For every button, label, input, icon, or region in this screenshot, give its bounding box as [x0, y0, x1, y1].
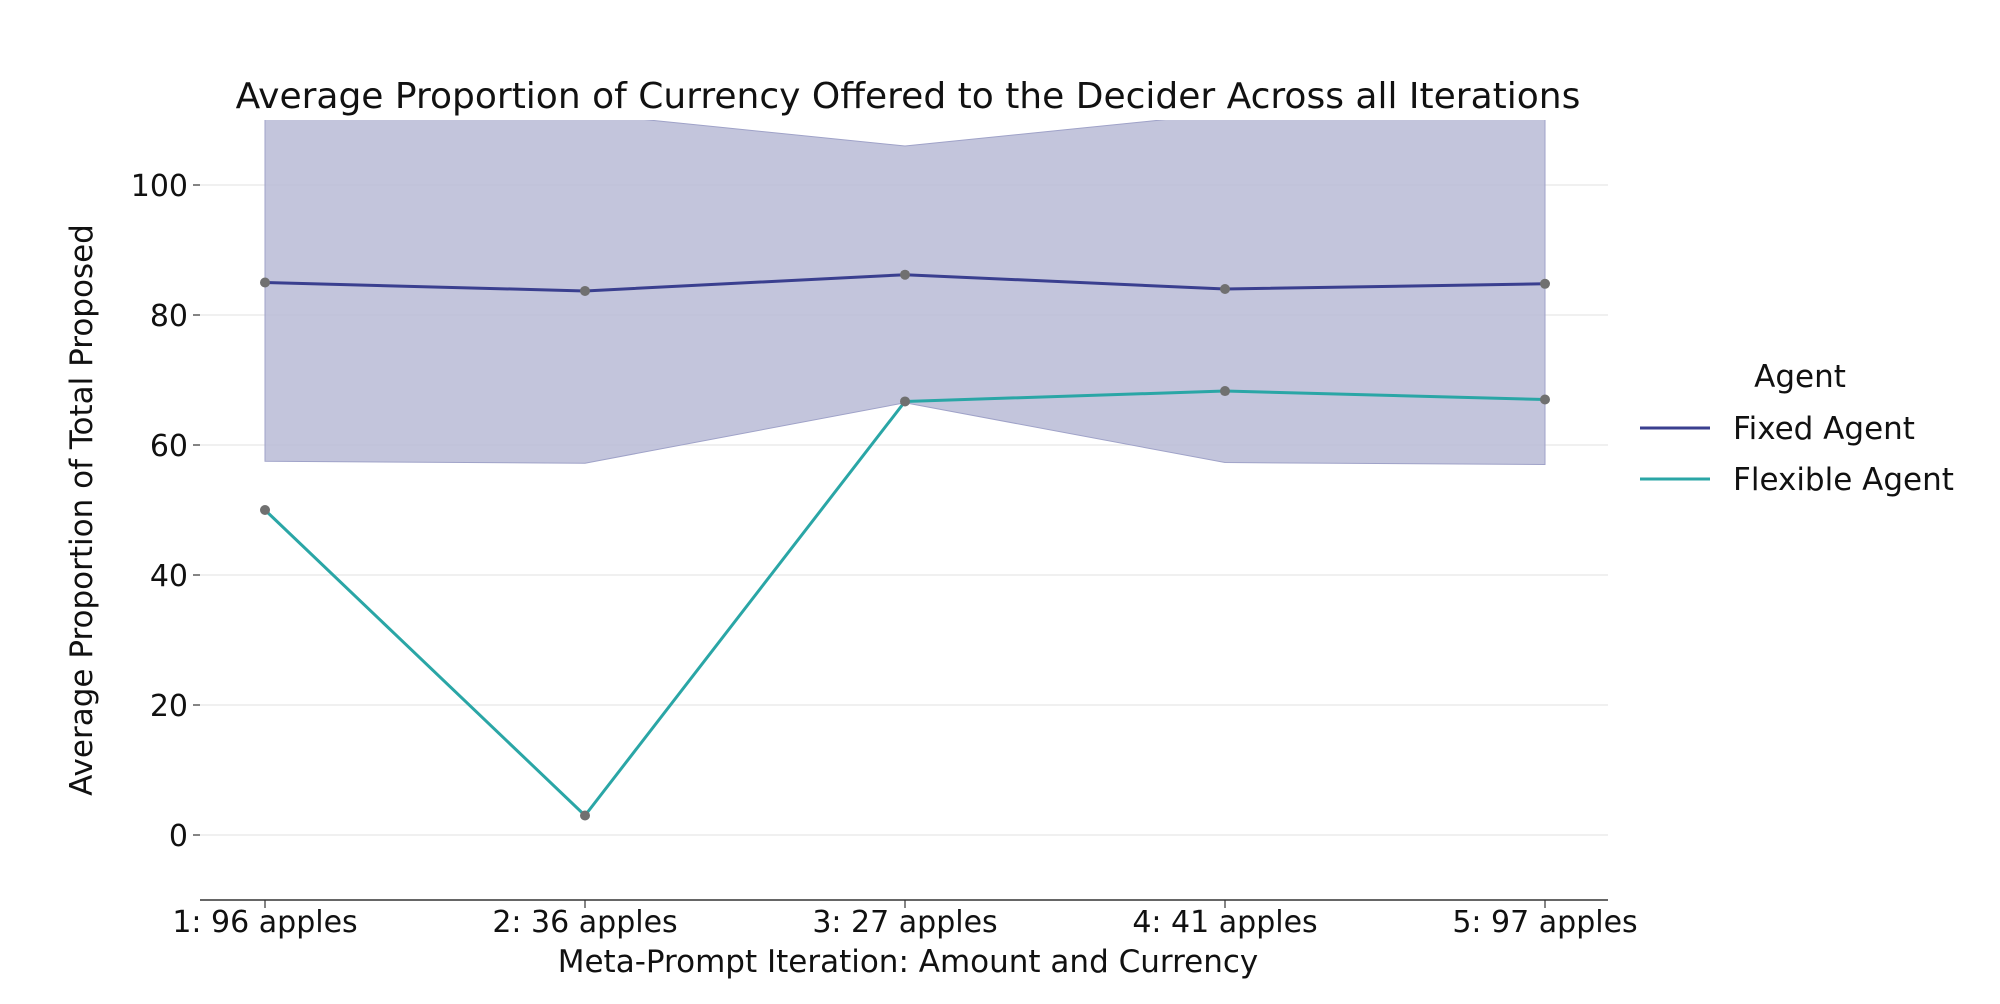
- y-tick-labels: 0 20 40 60 80 100: [131, 169, 200, 854]
- x-tick-label-4: 4: 41 apples: [1132, 905, 1317, 940]
- data-point-flexible-agent-5: [1540, 394, 1550, 405]
- y-tick-label-0: 0: [169, 819, 188, 854]
- data-point-flexible-agent-4: [1220, 386, 1230, 397]
- x-tick-labels: 1: 96 apples 2: 36 apples 3: 27 apples 4: 4…: [172, 900, 1638, 940]
- legend-label-fixed-agent: Fixed Agent: [1733, 411, 1915, 447]
- data-point-fixed-agent-3: [900, 269, 910, 280]
- data-point-fixed-agent-1: [260, 277, 270, 288]
- data-point-fixed-agent-4: [1220, 284, 1230, 294]
- data-point-flexible-agent-3: [900, 396, 910, 407]
- x-axis-label: Meta-Prompt Iteration: Amount and Curren…: [558, 944, 1259, 980]
- x-tick-label-3: 3: 27 apples: [812, 905, 997, 940]
- data-point-flexible-agent-1: [260, 505, 270, 515]
- y-axis-label: Average Proportion of Total Proposed: [64, 224, 100, 796]
- y-tick-label-100: 100: [131, 169, 188, 204]
- data-points: [260, 269, 1550, 821]
- confidence-bands: [264, 120, 1546, 466]
- legend-title: Agent: [1754, 359, 1846, 395]
- y-tick-label-80: 80: [150, 299, 188, 334]
- legend-label-flexible-agent: Flexible Agent: [1733, 462, 1954, 498]
- y-tick-label-60: 60: [150, 429, 188, 464]
- chart-title: Average Proportion of Currency Offered t…: [236, 76, 1581, 117]
- legend-items: Fixed Agent Flexible Agent: [1640, 411, 1954, 498]
- legend: Agent Fixed Agent Flexible Agent: [1640, 359, 1954, 498]
- data-point-fixed-agent-5: [1540, 278, 1550, 289]
- band-fixed-agent: [264, 120, 1546, 466]
- y-tick-label-40: 40: [150, 559, 188, 594]
- data-point-fixed-agent-2: [580, 285, 590, 296]
- x-tick-label-5: 5: 97 apples: [1452, 905, 1637, 940]
- x-tick-label-2: 2: 36 apples: [492, 905, 677, 940]
- y-tick-label-20: 20: [150, 689, 188, 724]
- x-tick-label-1: 1: 96 apples: [172, 905, 357, 940]
- data-point-flexible-agent-2: [580, 810, 590, 821]
